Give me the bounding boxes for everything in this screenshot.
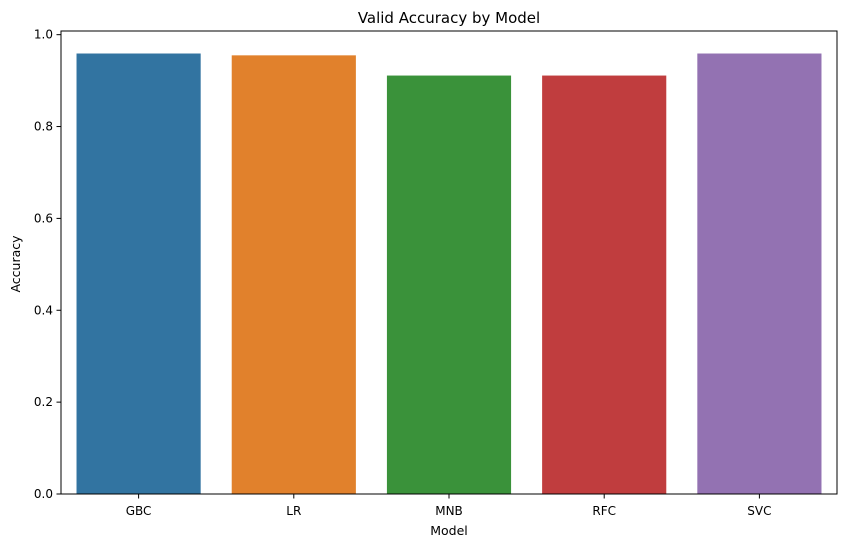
bar-mnb: [386, 75, 512, 495]
bar-rfc: [542, 75, 667, 495]
x-tick-label: SVC: [747, 504, 771, 518]
x-tick-label: RFC: [592, 504, 616, 518]
bar-lr: [231, 55, 356, 495]
y-tick-label: 0.4: [34, 303, 53, 317]
x-tick-label: MNB: [435, 504, 463, 518]
x-axis: GBC LR MNB RFC SVC: [126, 494, 772, 518]
chart-title: Valid Accuracy by Model: [358, 9, 540, 27]
y-axis-label: Accuracy: [8, 235, 23, 293]
y-tick-label: 0.2: [34, 395, 53, 409]
bar-gbc: [76, 53, 201, 494]
y-tick-label: 1.0: [34, 28, 53, 42]
bars: [76, 53, 822, 495]
y-tick-label: 0.0: [34, 487, 53, 501]
bar-svc: [697, 53, 822, 494]
x-axis-label: Model: [430, 523, 468, 538]
y-tick-label: 0.6: [34, 211, 53, 225]
y-axis: 0.0 0.2 0.4 0.6 0.8 1.0: [34, 28, 61, 501]
plot-frame: [60, 30, 838, 495]
axes-frame: [60, 30, 838, 495]
x-tick-label: GBC: [126, 504, 152, 518]
y-tick-label: 0.8: [34, 120, 53, 134]
x-tick-label: LR: [286, 504, 301, 518]
